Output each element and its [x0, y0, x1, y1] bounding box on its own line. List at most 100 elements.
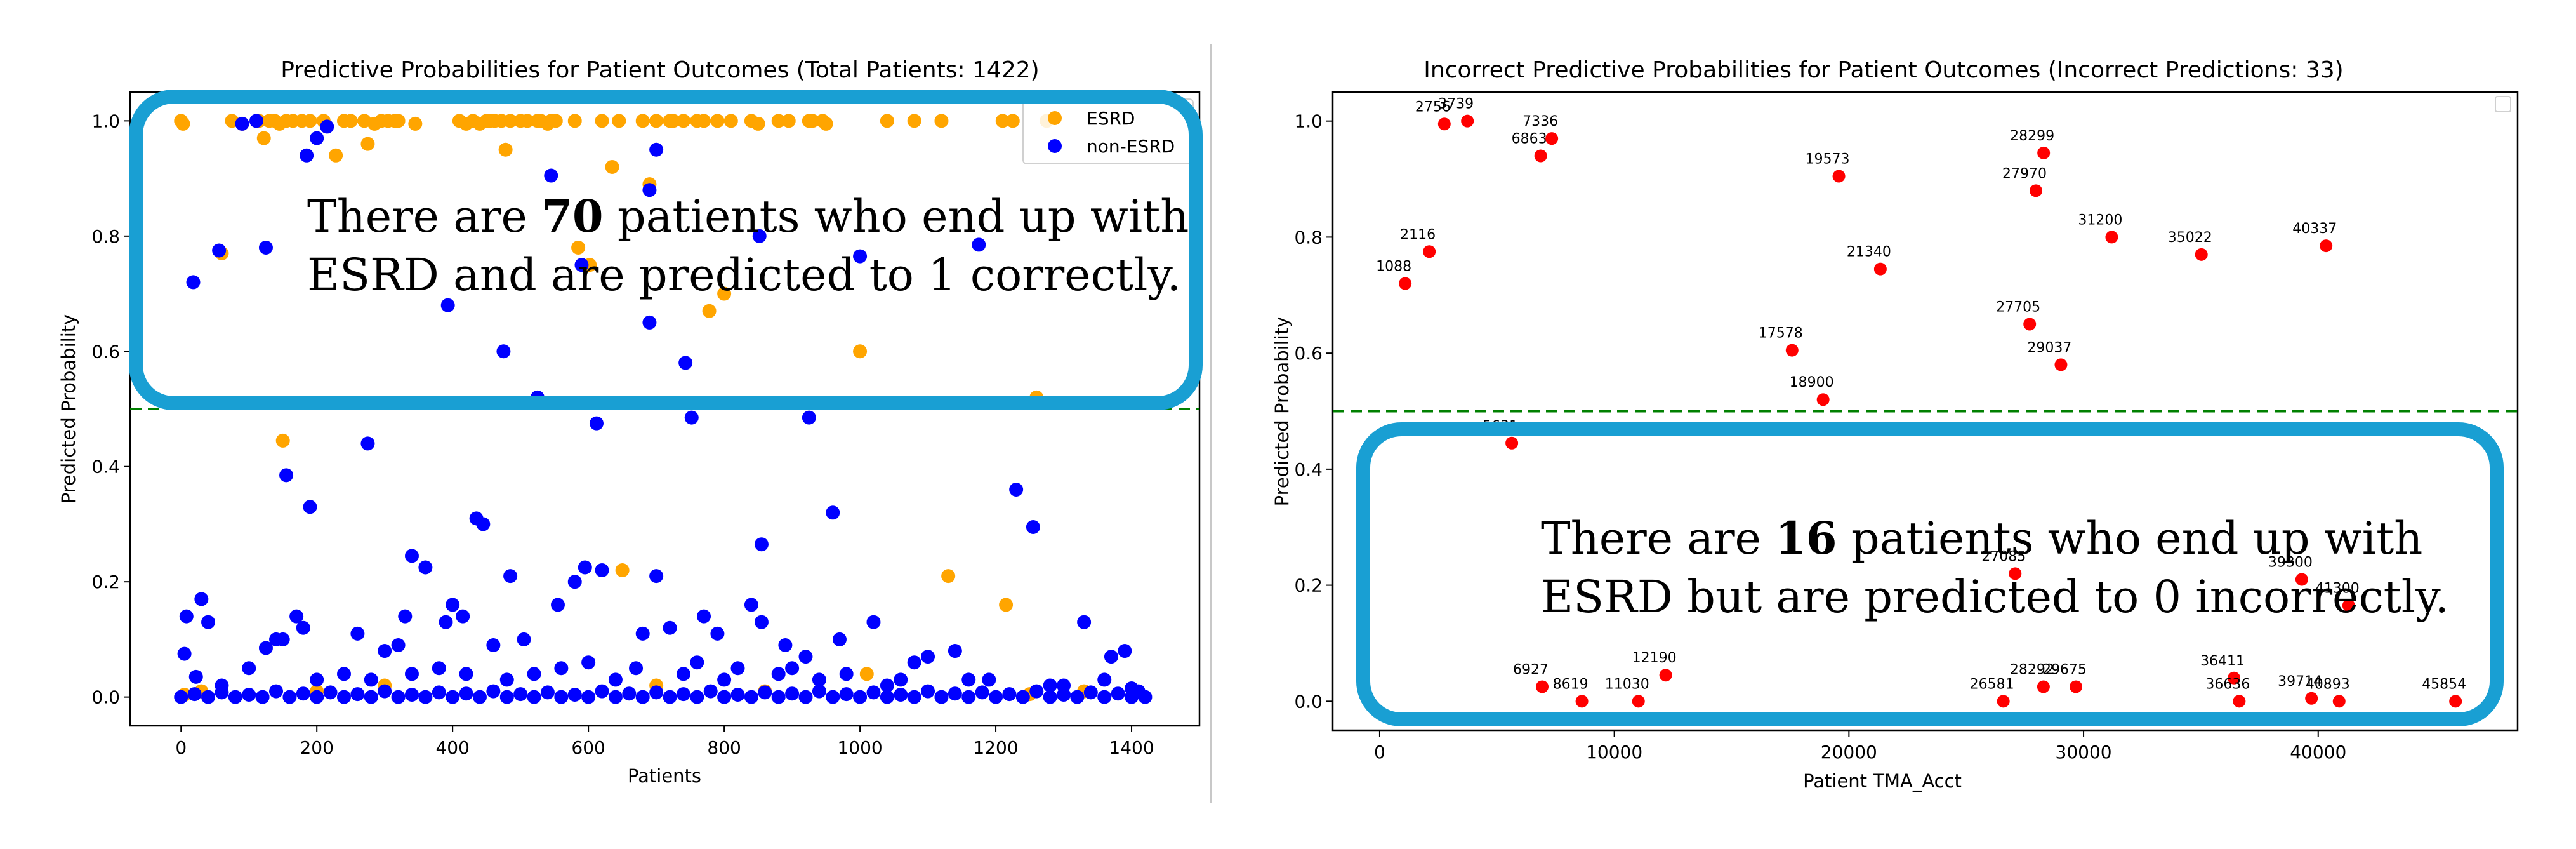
chart-left-ylabel: Predicted Probability — [58, 314, 79, 504]
non-esrd-point — [303, 500, 317, 514]
non-esrd-point — [880, 690, 894, 704]
x-tick-label: 0 — [175, 737, 187, 758]
legend-esrd-label: ESRD — [1087, 108, 1135, 129]
y-tick-label: 1.0 — [1294, 111, 1323, 132]
non-esrd-point — [296, 620, 310, 635]
non-esrd-point — [785, 686, 800, 701]
non-esrd-point — [972, 237, 986, 252]
non-esrd-point — [289, 609, 304, 624]
x-tick-label: 20000 — [1821, 742, 1877, 763]
incorrect-point — [2228, 671, 2241, 685]
non-esrd-point — [476, 517, 491, 531]
incorrect-point — [1534, 149, 1547, 163]
point-label: 35022 — [2168, 230, 2212, 246]
non-esrd-point — [578, 560, 592, 575]
non-esrd-point — [771, 690, 786, 704]
non-esrd-point — [432, 661, 446, 676]
esrd-point — [717, 286, 732, 301]
non-esrd-point — [540, 685, 555, 700]
non-esrd-point — [242, 661, 256, 676]
esrd-point — [595, 114, 609, 128]
x-tick-label: 600 — [571, 737, 605, 758]
non-esrd-point — [798, 650, 813, 664]
non-esrd-point — [744, 690, 758, 704]
non-esrd-point — [459, 667, 473, 681]
incorrect-point — [1399, 277, 1412, 290]
non-esrd-point — [456, 609, 470, 624]
esrd-point — [329, 148, 343, 163]
non-esrd-point — [418, 560, 433, 575]
non-esrd-point — [279, 468, 294, 483]
callout-text-left: There are 70 patients who end up with ES… — [307, 187, 1189, 304]
non-esrd-point — [275, 632, 290, 646]
x-tick-label: 30000 — [2056, 742, 2112, 763]
non-esrd-point — [364, 672, 378, 687]
non-esrd-point — [398, 609, 413, 624]
point-label: 27085 — [1981, 549, 2026, 565]
callout-frame-right — [1356, 422, 2504, 726]
y-tick-label: 0.6 — [91, 341, 120, 362]
incorrect-point — [1461, 114, 1474, 128]
point-label: 7336 — [1522, 114, 1558, 130]
non-esrd-point — [595, 684, 609, 699]
point-label: 18900 — [1790, 375, 1834, 391]
non-esrd-point — [187, 687, 202, 702]
y-tick-label: 0.8 — [1294, 227, 1323, 248]
non-esrd-point — [177, 646, 192, 661]
non-esrd-point — [826, 505, 840, 520]
esrd-point — [819, 116, 833, 131]
non-esrd-point — [446, 690, 460, 704]
non-esrd-point — [934, 690, 949, 704]
non-esrd-point — [296, 686, 310, 701]
non-esrd-point — [1043, 678, 1057, 693]
non-esrd-point — [242, 688, 256, 702]
esrd-point — [498, 142, 513, 157]
incorrect-point — [1816, 393, 1830, 406]
point-label: 36636 — [2205, 676, 2250, 692]
x-tick-label: 1400 — [1109, 737, 1154, 758]
non-esrd-point — [608, 690, 623, 704]
non-esrd-point — [744, 598, 758, 612]
non-esrd-point — [975, 685, 989, 700]
callout-frame-left — [129, 90, 1203, 410]
y-tick-label: 0.0 — [91, 687, 120, 708]
non-esrd-point — [360, 436, 375, 451]
non-esrd-point — [551, 598, 565, 612]
non-esrd-point — [320, 119, 334, 134]
non-esrd-point — [310, 672, 324, 687]
non-esrd-point — [1104, 650, 1118, 664]
esrd-point — [520, 114, 534, 128]
chart-right-ylabel: Predicted Probability — [1271, 317, 1293, 507]
non-esrd-point — [771, 667, 786, 681]
non-esrd-point — [1111, 686, 1125, 701]
incorrect-point — [2295, 573, 2308, 586]
non-esrd-point — [1009, 483, 1024, 497]
non-esrd-point — [663, 620, 677, 635]
esrd-point — [751, 116, 765, 131]
non-esrd-point — [663, 690, 677, 704]
incorrect-point — [1505, 436, 1519, 450]
chart-left: Predictive Probabilities for Patient Out… — [58, 57, 1201, 787]
non-esrd-point — [228, 690, 242, 704]
non-esrd-point — [378, 644, 392, 658]
legend-non-esrd-marker — [1048, 139, 1062, 153]
incorrect-point — [1659, 669, 1672, 682]
non-esrd-point — [186, 275, 201, 290]
non-esrd-point — [894, 672, 908, 687]
non-esrd-point — [235, 116, 249, 131]
point-label: 29037 — [2027, 340, 2071, 356]
non-esrd-point — [337, 690, 351, 704]
y-tick-label: 0.6 — [1294, 343, 1323, 364]
non-esrd-point — [440, 298, 455, 312]
legend-esrd-marker — [1048, 111, 1062, 125]
x-tick-label: 1000 — [837, 737, 882, 758]
y-tick-label: 0.8 — [91, 226, 120, 247]
non-esrd-point — [907, 690, 921, 704]
non-esrd-point — [472, 690, 487, 704]
non-esrd-point — [635, 626, 650, 641]
esrd-point — [934, 114, 949, 128]
non-esrd-point — [754, 615, 769, 629]
non-esrd-point — [595, 563, 609, 578]
